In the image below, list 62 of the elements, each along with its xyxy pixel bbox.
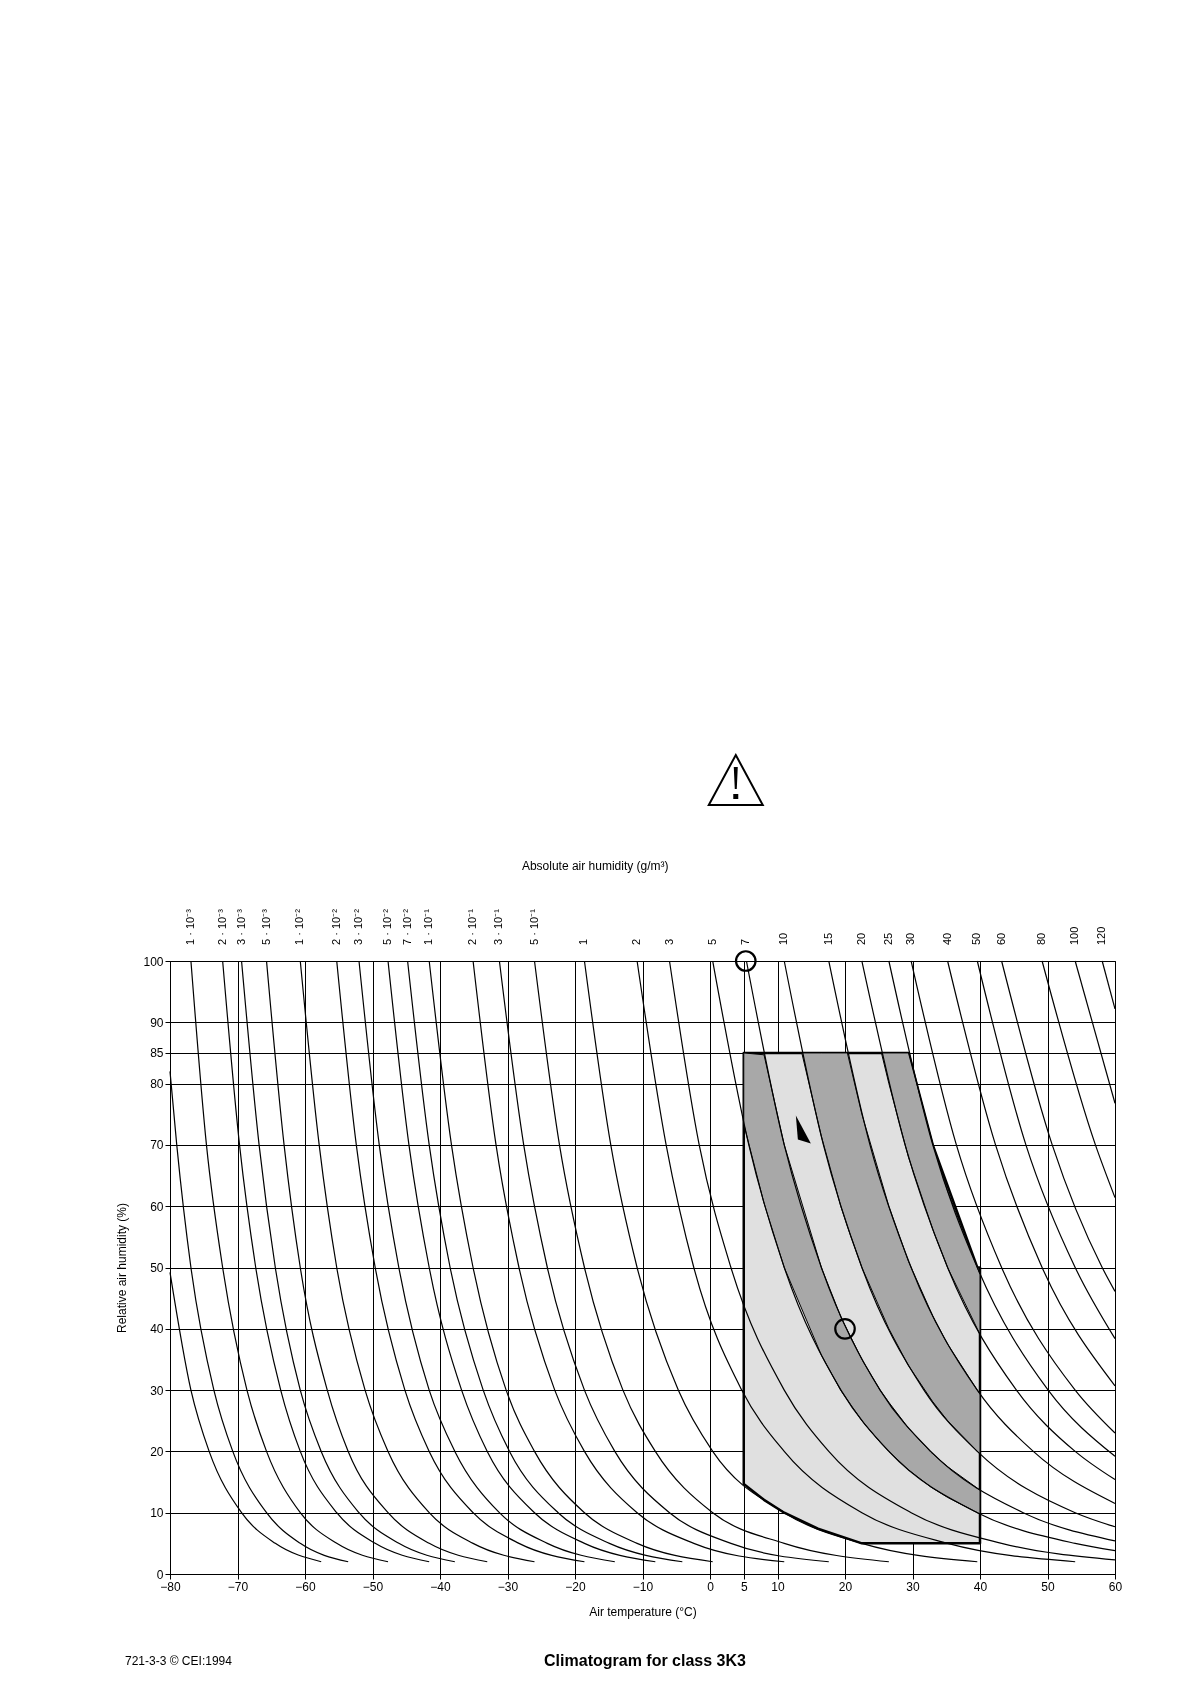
x-tick-label: −80 <box>160 1579 181 1594</box>
text: 3 · 10⁻¹ <box>492 908 505 945</box>
y-tick-label: 50 <box>150 1261 164 1275</box>
text: 50 <box>970 932 983 945</box>
text: 1 · 10⁻¹ <box>422 908 435 945</box>
y-tick-label: 30 <box>150 1383 164 1398</box>
x-tick-label: 10 <box>771 1579 785 1594</box>
text: 5 <box>705 938 718 945</box>
x-tick-label: −10 <box>632 1579 654 1594</box>
x-tick-label: 0 <box>707 1579 715 1594</box>
text: 10 <box>777 932 790 945</box>
text: 7 <box>739 938 752 945</box>
text: 15 <box>821 932 834 945</box>
y-tick-label: 0 <box>156 1567 164 1582</box>
x-tick-label: −70 <box>227 1579 249 1594</box>
text: 5 · 10⁻³ <box>259 908 272 945</box>
legend-title: Absolute air humidity (g/m³) <box>521 859 669 873</box>
y-tick-label: 100 <box>143 954 164 969</box>
y-tick-label: 10 <box>150 1506 164 1521</box>
text: 2 · 10⁻² <box>329 908 342 945</box>
text: 1 · 10⁻³ <box>183 908 196 945</box>
y-tick-label: 40 <box>150 1322 164 1337</box>
y-tick-label: 85 <box>150 1046 164 1061</box>
text: Climatogram for class 3K3 <box>544 1652 746 1669</box>
text: 2 <box>630 938 643 945</box>
text: 7 · 10⁻² <box>400 908 413 945</box>
y-tick-label: 80 <box>150 1077 164 1092</box>
x-tick-label: 5 <box>740 1579 748 1594</box>
text: 2 · 10⁻¹ <box>466 908 479 945</box>
text: 60 <box>994 932 1007 945</box>
text: 25 <box>881 932 894 945</box>
text: 40 <box>940 932 953 945</box>
text: 1 <box>577 938 590 945</box>
text: 3 · 10⁻² <box>352 908 364 945</box>
text: 30 <box>904 932 917 945</box>
text: 100 <box>1068 926 1081 945</box>
x-tick-label: −60 <box>295 1579 316 1594</box>
x-axis-title: Air temperature (°C) <box>589 1604 697 1619</box>
y-tick-label: 70 <box>150 1138 164 1153</box>
text: 2 · 10⁻³ <box>215 908 228 945</box>
x-tick-label: −30 <box>497 1579 519 1594</box>
y-axis-title: Relative air humidity (%) <box>115 1202 130 1334</box>
text: 721-3-3 © CEI:1994 <box>125 1654 232 1668</box>
x-tick-label: −20 <box>565 1579 586 1594</box>
x-tick-label: 30 <box>906 1579 920 1594</box>
x-tick-label: 60 <box>1108 1579 1123 1594</box>
text: 80 <box>1035 932 1048 945</box>
y-tick-label: 90 <box>150 1015 164 1030</box>
x-tick-label: 50 <box>1041 1579 1055 1594</box>
x-tick-label: −50 <box>362 1579 384 1594</box>
x-tick-label: 20 <box>838 1579 853 1594</box>
x-tick-label: 40 <box>973 1579 988 1594</box>
y-tick-label: 20 <box>150 1444 164 1459</box>
text: 3 · 10⁻³ <box>234 908 247 945</box>
text: 120 <box>1095 926 1108 945</box>
text: 3 <box>662 938 675 945</box>
text: 5 · 10⁻² <box>381 908 394 945</box>
y-tick-label: 60 <box>150 1199 164 1214</box>
text: 20 <box>854 932 867 945</box>
text: 1 · 10⁻² <box>293 908 306 945</box>
x-tick-label: −40 <box>430 1579 451 1594</box>
text: 5 · 10⁻¹ <box>527 908 540 945</box>
